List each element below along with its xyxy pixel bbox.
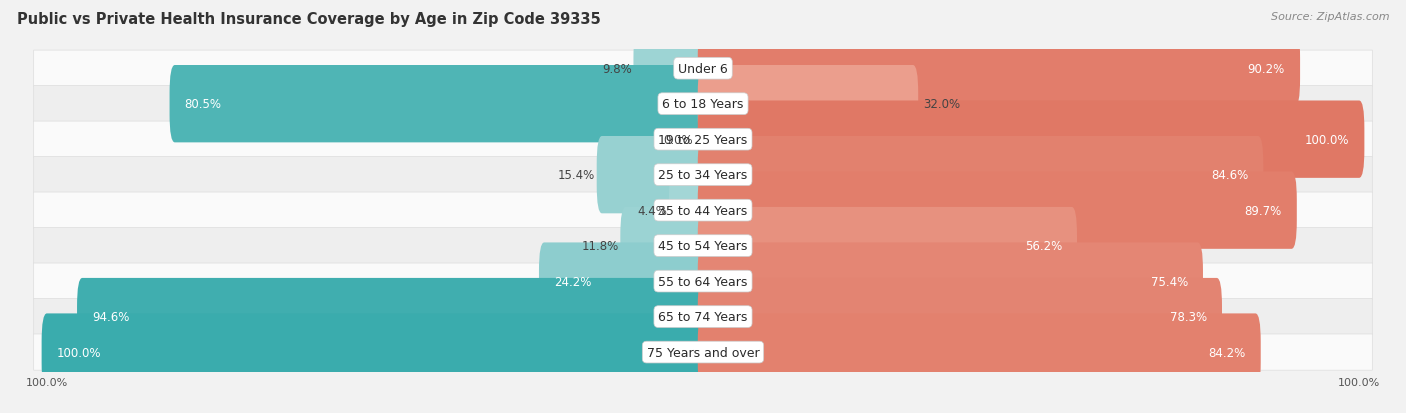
FancyBboxPatch shape (697, 243, 1204, 320)
Text: 84.2%: 84.2% (1208, 346, 1246, 359)
Text: 6 to 18 Years: 6 to 18 Years (662, 98, 744, 111)
Text: 15.4%: 15.4% (558, 169, 595, 182)
FancyBboxPatch shape (634, 31, 709, 108)
Text: 80.5%: 80.5% (184, 98, 222, 111)
FancyBboxPatch shape (34, 122, 1372, 158)
FancyBboxPatch shape (34, 228, 1372, 264)
FancyBboxPatch shape (34, 157, 1372, 193)
Text: 100.0%: 100.0% (56, 346, 101, 359)
Text: 24.2%: 24.2% (554, 275, 592, 288)
Text: 4.4%: 4.4% (638, 204, 668, 217)
FancyBboxPatch shape (697, 31, 1301, 108)
Text: Public vs Private Health Insurance Coverage by Age in Zip Code 39335: Public vs Private Health Insurance Cover… (17, 12, 600, 27)
FancyBboxPatch shape (697, 313, 1261, 391)
FancyBboxPatch shape (34, 263, 1372, 299)
FancyBboxPatch shape (77, 278, 709, 356)
FancyBboxPatch shape (697, 172, 1296, 249)
FancyBboxPatch shape (538, 243, 709, 320)
Text: 55 to 64 Years: 55 to 64 Years (658, 275, 748, 288)
FancyBboxPatch shape (697, 66, 918, 143)
FancyBboxPatch shape (34, 51, 1372, 87)
Text: 19 to 25 Years: 19 to 25 Years (658, 133, 748, 146)
Text: Under 6: Under 6 (678, 62, 728, 76)
FancyBboxPatch shape (596, 137, 709, 214)
Text: 65 to 74 Years: 65 to 74 Years (658, 310, 748, 323)
FancyBboxPatch shape (170, 66, 709, 143)
FancyBboxPatch shape (697, 207, 1077, 285)
FancyBboxPatch shape (34, 299, 1372, 335)
FancyBboxPatch shape (697, 278, 1222, 356)
FancyBboxPatch shape (669, 172, 709, 249)
FancyBboxPatch shape (34, 192, 1372, 229)
Text: 75.4%: 75.4% (1150, 275, 1188, 288)
Text: 84.6%: 84.6% (1211, 169, 1249, 182)
FancyBboxPatch shape (620, 207, 709, 285)
FancyBboxPatch shape (697, 101, 1364, 178)
FancyBboxPatch shape (34, 334, 1372, 370)
Text: Source: ZipAtlas.com: Source: ZipAtlas.com (1271, 12, 1389, 22)
Text: 35 to 44 Years: 35 to 44 Years (658, 204, 748, 217)
Text: 32.0%: 32.0% (922, 98, 960, 111)
Text: 78.3%: 78.3% (1170, 310, 1206, 323)
Text: 45 to 54 Years: 45 to 54 Years (658, 240, 748, 252)
FancyBboxPatch shape (34, 86, 1372, 123)
Text: 100.0%: 100.0% (1305, 133, 1350, 146)
Text: 0.0%: 0.0% (664, 133, 693, 146)
Text: 75 Years and over: 75 Years and over (647, 346, 759, 359)
Text: 89.7%: 89.7% (1244, 204, 1282, 217)
FancyBboxPatch shape (42, 313, 709, 391)
Text: 11.8%: 11.8% (582, 240, 619, 252)
Text: 25 to 34 Years: 25 to 34 Years (658, 169, 748, 182)
Text: 56.2%: 56.2% (1025, 240, 1062, 252)
FancyBboxPatch shape (697, 137, 1264, 214)
Text: 9.8%: 9.8% (602, 62, 633, 76)
Text: 94.6%: 94.6% (93, 310, 129, 323)
Text: 90.2%: 90.2% (1247, 62, 1285, 76)
